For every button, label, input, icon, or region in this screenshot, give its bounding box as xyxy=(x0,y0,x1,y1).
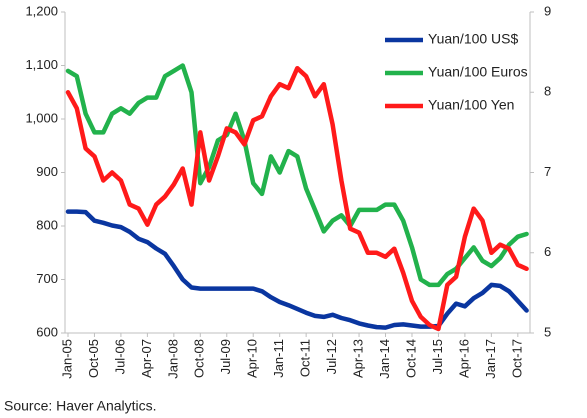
y-tick-label: 600 xyxy=(36,324,58,339)
x-tick-label: Oct-17 xyxy=(509,339,524,378)
x-tick-label: Oct-08 xyxy=(192,339,207,378)
x-tick-label: Jan-11 xyxy=(271,339,286,378)
x-tick-label: Apr-07 xyxy=(139,339,154,378)
x-tick-label: Apr-16 xyxy=(456,339,471,378)
series-line xyxy=(65,209,529,330)
y2-tick-label: 7 xyxy=(544,164,551,179)
x-tick-label: Jan-05 xyxy=(59,339,74,379)
x-tick-label: Oct-14 xyxy=(403,339,418,378)
x-tick-label: Jul-15 xyxy=(430,339,445,374)
y-tick-label: 900 xyxy=(36,164,58,179)
y2-tick-label: 8 xyxy=(544,84,551,99)
y2-tick-label: 9 xyxy=(544,3,551,18)
x-tick-label: Jul-09 xyxy=(218,339,233,374)
y-tick-label: 800 xyxy=(36,217,58,232)
source-note: Source: Haver Analytics. xyxy=(4,398,157,414)
x-tick-label: Apr-10 xyxy=(245,339,260,378)
legend-label: Yuan/100 Yen xyxy=(428,97,514,113)
y2-tick-label: 5 xyxy=(544,324,551,339)
y-tick-label: 700 xyxy=(36,271,58,286)
x-tick-label: Oct-05 xyxy=(86,339,101,378)
x-tick-label: Jul-12 xyxy=(324,339,339,374)
y-tick-label: 1,100 xyxy=(25,57,58,72)
y-tick-label: 1,200 xyxy=(25,3,58,18)
legend-label: Yuan/100 US$ xyxy=(428,31,519,47)
series-line xyxy=(65,63,529,288)
x-tick-label: Jul-06 xyxy=(112,339,127,374)
y2-tick-label: 6 xyxy=(544,244,551,259)
x-tick-label: Apr-13 xyxy=(350,339,365,378)
x-tick-label: Jan-17 xyxy=(483,339,498,379)
x-tick-label: Jan-08 xyxy=(165,339,180,379)
legend-label: Yuan/100 Euros xyxy=(428,64,528,80)
series-line xyxy=(65,65,529,332)
x-tick-label: Oct-11 xyxy=(298,339,313,377)
y-tick-label: 1,000 xyxy=(25,110,58,125)
x-tick-label: Jan-14 xyxy=(377,339,392,379)
